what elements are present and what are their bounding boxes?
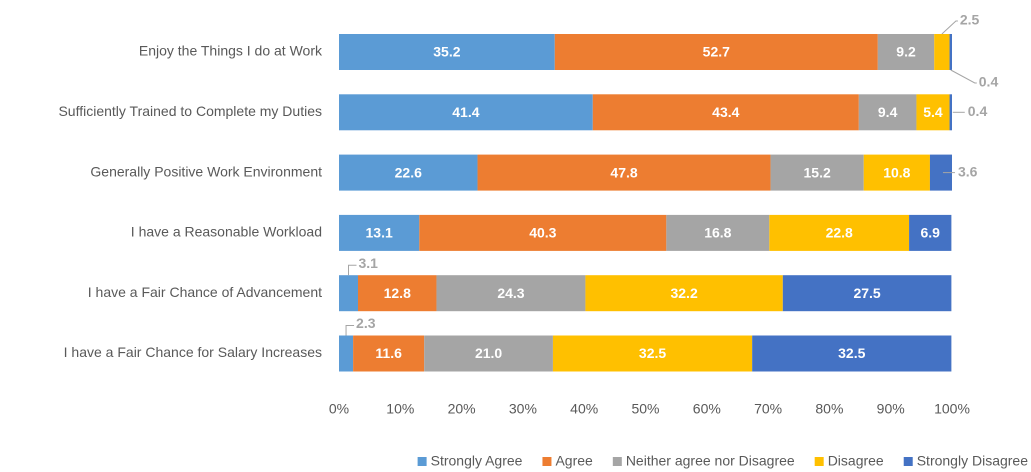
x-tick-label: 60% bbox=[693, 401, 721, 417]
data-label: 10.8 bbox=[883, 164, 910, 180]
data-label: 41.4 bbox=[452, 104, 479, 120]
legend-swatch bbox=[814, 457, 824, 466]
legend-swatch bbox=[903, 457, 913, 466]
data-label: 35.2 bbox=[433, 44, 460, 60]
x-tick-label: 80% bbox=[815, 401, 843, 417]
data-label: 0.4 bbox=[968, 103, 988, 119]
bar-segment bbox=[353, 335, 425, 372]
legend-label: Strongly Disagree bbox=[917, 453, 1028, 469]
legend-label: Agree bbox=[555, 453, 593, 469]
x-tick-label: 70% bbox=[754, 401, 782, 417]
data-label: 0.4 bbox=[979, 74, 999, 90]
data-label: 32.2 bbox=[670, 285, 697, 301]
bar-segment bbox=[358, 275, 437, 312]
bar-segment bbox=[934, 34, 950, 70]
bar-segment bbox=[769, 214, 910, 251]
bar-segment bbox=[419, 214, 667, 251]
bar-segment bbox=[592, 94, 859, 131]
legend-label: Neither agree nor Disagree bbox=[626, 453, 795, 469]
x-tick-label: 0% bbox=[329, 401, 349, 417]
y-tick-label: I have a Fair Chance for Salary Increase… bbox=[64, 344, 322, 360]
leader-line bbox=[345, 325, 355, 336]
data-label: 13.1 bbox=[366, 225, 393, 241]
x-tick-label: 50% bbox=[631, 401, 659, 417]
bar-segment bbox=[877, 34, 935, 70]
bar-segment bbox=[339, 275, 359, 312]
legend-swatch bbox=[417, 457, 427, 466]
bar-segment bbox=[666, 214, 770, 251]
data-label: 24.3 bbox=[497, 285, 524, 301]
data-label: 5.4 bbox=[923, 104, 943, 120]
x-tick-label: 30% bbox=[509, 401, 537, 417]
data-label: 6.9 bbox=[921, 225, 941, 241]
bar-segment bbox=[858, 94, 917, 131]
bar-segment bbox=[863, 154, 930, 191]
y-tick-label: I have a Reasonable Workload bbox=[131, 224, 322, 240]
x-tick-label: 40% bbox=[570, 401, 598, 417]
data-label: 40.3 bbox=[529, 225, 556, 241]
bar-segment bbox=[949, 94, 952, 131]
bar-segment bbox=[424, 335, 553, 372]
x-tick-label: 20% bbox=[448, 401, 476, 417]
bar-segment bbox=[929, 154, 952, 191]
bar-segment bbox=[909, 214, 952, 251]
x-tick-label: 10% bbox=[386, 401, 414, 417]
data-label: 22.6 bbox=[395, 164, 422, 180]
legend-swatch bbox=[612, 457, 622, 466]
leader-line bbox=[941, 20, 958, 35]
data-label: 43.4 bbox=[712, 104, 739, 120]
data-label: 22.8 bbox=[826, 225, 853, 241]
y-tick-label: I have a Fair Chance of Advancement bbox=[88, 284, 322, 300]
bar-segment bbox=[339, 214, 420, 251]
y-tick-label: Enjoy the Things I do at Work bbox=[139, 43, 323, 59]
bar-segment bbox=[339, 154, 478, 191]
legend-label: Disagree bbox=[828, 453, 884, 469]
bar-segment bbox=[949, 34, 952, 70]
leader-line bbox=[348, 264, 357, 276]
bar-segment bbox=[782, 275, 952, 312]
legend-label: Strongly Agree bbox=[431, 453, 523, 469]
data-label: 52.7 bbox=[703, 44, 730, 60]
data-label: 16.8 bbox=[704, 225, 731, 241]
data-label: 32.5 bbox=[838, 345, 865, 361]
data-label: 15.2 bbox=[804, 164, 831, 180]
data-label: 3.6 bbox=[958, 163, 978, 179]
leader-line bbox=[950, 69, 977, 84]
bar-segment bbox=[552, 335, 753, 372]
y-tick-label: Generally Positive Work Environment bbox=[90, 163, 322, 179]
data-label: 2.3 bbox=[356, 315, 376, 331]
data-label: 32.5 bbox=[639, 345, 666, 361]
data-label: 27.5 bbox=[853, 285, 880, 301]
data-label: 9.2 bbox=[896, 44, 916, 60]
legend-swatch bbox=[542, 457, 552, 466]
data-label: 11.6 bbox=[375, 345, 402, 361]
bar-segment bbox=[477, 154, 771, 191]
x-tick-label: 90% bbox=[877, 401, 905, 417]
bar-segment bbox=[339, 94, 593, 131]
data-label: 9.4 bbox=[878, 104, 898, 120]
data-label: 2.5 bbox=[960, 12, 980, 28]
bar-segment bbox=[436, 275, 586, 312]
bar-segment bbox=[752, 335, 952, 372]
bar-segment bbox=[585, 275, 783, 312]
data-label: 47.8 bbox=[610, 164, 637, 180]
data-label: 21.0 bbox=[475, 345, 502, 361]
x-tick-label: 100% bbox=[934, 401, 970, 417]
bar-segment bbox=[770, 154, 864, 191]
bar-segment bbox=[554, 34, 878, 70]
bar-segment bbox=[339, 34, 555, 70]
data-label: 3.1 bbox=[359, 255, 379, 271]
y-tick-label: Sufficiently Trained to Complete my Duti… bbox=[58, 103, 322, 119]
bar-segment bbox=[916, 94, 950, 131]
bar-segment bbox=[339, 335, 354, 372]
data-label: 12.8 bbox=[384, 285, 411, 301]
